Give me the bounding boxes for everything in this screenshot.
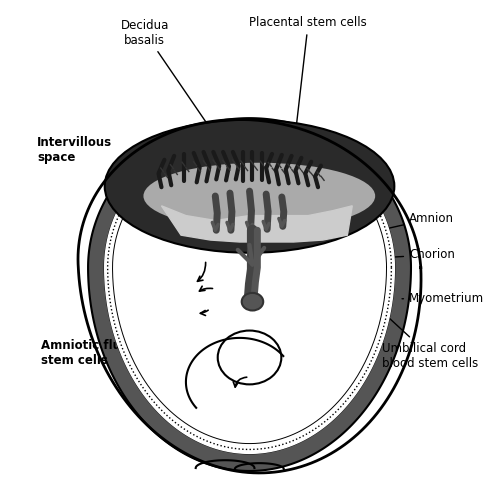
Polygon shape [162,206,352,242]
Text: Intervillous
space: Intervillous space [37,136,164,188]
Polygon shape [78,120,421,473]
Text: Myometrium: Myometrium [402,292,484,305]
Text: Umbilical cord
blood stem cells: Umbilical cord blood stem cells [379,308,478,369]
Text: Amniotic fluid
stem cells: Amniotic fluid stem cells [41,305,188,366]
Polygon shape [104,131,395,454]
Ellipse shape [104,120,395,253]
PathPatch shape [88,118,411,471]
FancyArrowPatch shape [200,310,208,316]
FancyArrowPatch shape [198,262,205,281]
FancyArrowPatch shape [200,286,212,291]
Text: Amnion: Amnion [382,212,454,229]
Ellipse shape [242,293,263,311]
Text: Decidua
basalis: Decidua basalis [120,18,224,148]
Text: Placental stem cells: Placental stem cells [250,16,367,147]
Ellipse shape [144,163,375,229]
FancyArrowPatch shape [234,377,246,387]
Text: Chorion: Chorion [386,248,455,261]
